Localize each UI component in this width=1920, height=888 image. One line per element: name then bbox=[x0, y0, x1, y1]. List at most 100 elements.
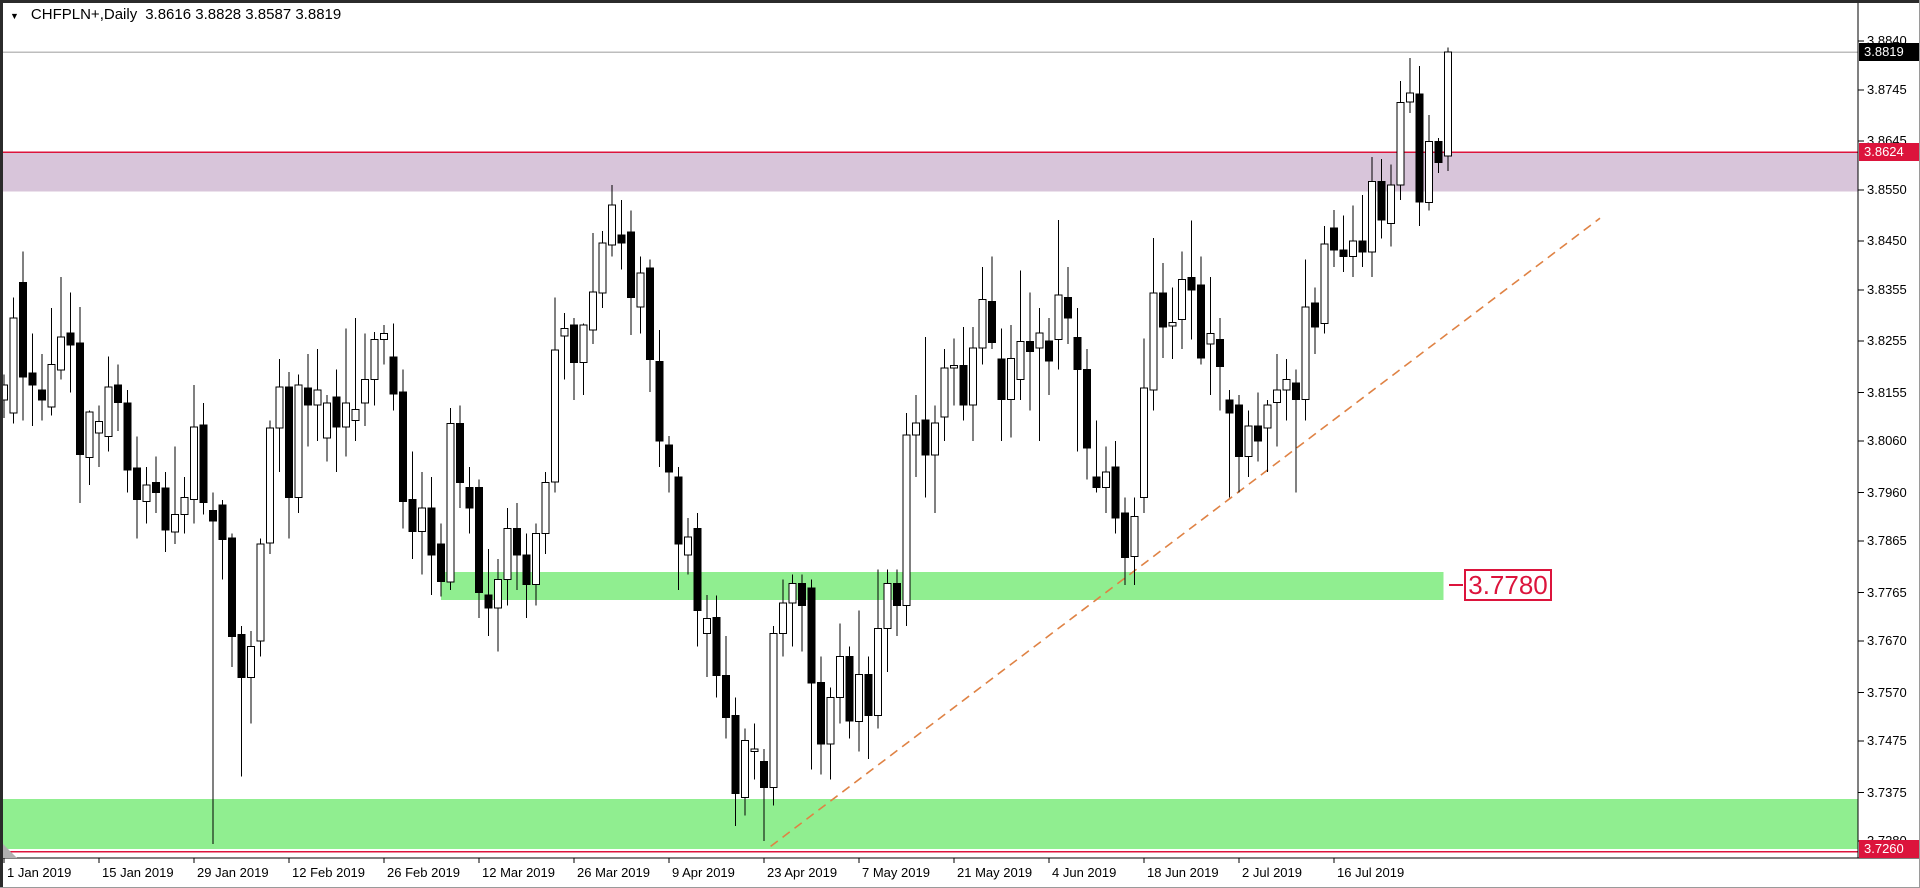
candle bbox=[1339, 215, 1348, 272]
candle bbox=[750, 723, 759, 780]
candle bbox=[408, 451, 417, 560]
price-axis-label: 3.7475 bbox=[1867, 733, 1907, 748]
candle bbox=[465, 466, 474, 534]
candle bbox=[845, 646, 854, 739]
candle bbox=[836, 623, 844, 724]
candle bbox=[285, 372, 293, 539]
symbol-dropdown-icon[interactable]: ▼ bbox=[10, 10, 19, 21]
candle bbox=[1273, 354, 1281, 447]
candle bbox=[703, 595, 711, 678]
candle bbox=[883, 569, 892, 672]
price-axis-label: 3.8355 bbox=[1867, 282, 1907, 297]
candle bbox=[931, 405, 939, 513]
candle bbox=[123, 389, 132, 493]
window-border-top bbox=[0, 0, 1920, 3]
candle bbox=[1434, 138, 1443, 173]
price-axis-label: 3.8745 bbox=[1867, 82, 1907, 97]
candle bbox=[665, 436, 673, 493]
candle bbox=[969, 326, 977, 442]
candle bbox=[598, 231, 607, 308]
candle bbox=[38, 354, 46, 421]
support-price-tag: 3.7260 bbox=[1859, 840, 1919, 858]
candle bbox=[1197, 256, 1205, 365]
candle bbox=[1045, 318, 1053, 396]
symbol-ohlc-readout: 3.8616 3.8828 3.8587 3.8819 bbox=[145, 6, 342, 23]
price-axis-label: 3.8450 bbox=[1867, 233, 1907, 248]
time-axis-label: 26 Feb 2019 bbox=[387, 865, 461, 880]
candle bbox=[1159, 262, 1167, 359]
candle bbox=[1425, 115, 1433, 211]
support-zone-low[interactable] bbox=[0, 799, 1858, 849]
candle bbox=[1187, 220, 1196, 340]
candle bbox=[47, 307, 56, 416]
candle bbox=[28, 333, 37, 426]
price-axis-label: 3.8155 bbox=[1867, 385, 1907, 400]
candle bbox=[1225, 389, 1234, 498]
candle bbox=[674, 466, 683, 590]
candle bbox=[313, 348, 322, 442]
candle bbox=[1083, 348, 1091, 480]
time-axis-label: 26 Mar 2019 bbox=[577, 865, 650, 880]
candle bbox=[912, 395, 920, 478]
candle bbox=[712, 595, 721, 698]
support-zone-mid[interactable] bbox=[441, 572, 1444, 601]
candle bbox=[1406, 58, 1414, 113]
candle bbox=[494, 559, 502, 652]
symbol-name: CHFPLN+,Daily bbox=[30, 6, 138, 23]
candle bbox=[342, 328, 350, 457]
price-axis-label: 3.7765 bbox=[1867, 585, 1907, 600]
chart-begin-marker-icon bbox=[3, 844, 17, 858]
candle bbox=[446, 407, 455, 590]
candle bbox=[1206, 277, 1215, 396]
candle bbox=[418, 472, 426, 575]
zone-price-label[interactable]: 3.7780 bbox=[1464, 569, 1552, 601]
candle bbox=[218, 500, 227, 580]
candle bbox=[1235, 395, 1243, 493]
candle bbox=[1168, 287, 1177, 360]
candle bbox=[1178, 251, 1186, 349]
candle bbox=[266, 420, 274, 555]
candle bbox=[617, 200, 626, 270]
resistance-zone[interactable] bbox=[0, 152, 1858, 192]
current-price-tag: 3.8819 bbox=[1859, 43, 1919, 61]
candle bbox=[959, 326, 968, 421]
candle bbox=[655, 329, 664, 467]
candle bbox=[817, 656, 825, 775]
zone-label-pointer bbox=[1449, 584, 1463, 586]
candle bbox=[541, 472, 550, 555]
candle bbox=[294, 374, 303, 513]
candle bbox=[95, 405, 103, 467]
candle bbox=[1073, 307, 1082, 452]
time-axis-label: 7 May 2019 bbox=[862, 865, 930, 880]
time-axis-label: 9 Apr 2019 bbox=[672, 865, 735, 880]
candle bbox=[104, 356, 113, 452]
price-axis-label: 3.7960 bbox=[1867, 485, 1907, 500]
time-axis-label: 4 Jun 2019 bbox=[1052, 865, 1117, 880]
candle bbox=[323, 395, 331, 462]
price-axis-label: 3.7865 bbox=[1867, 533, 1907, 548]
candle bbox=[85, 410, 94, 485]
candle bbox=[199, 402, 208, 515]
candle bbox=[209, 492, 217, 844]
candle bbox=[779, 579, 787, 657]
candle bbox=[1377, 159, 1386, 239]
candle bbox=[902, 413, 911, 626]
time-axis-label: 16 Jul 2019 bbox=[1337, 865, 1405, 880]
price-axis-label: 3.7570 bbox=[1867, 685, 1907, 700]
candle bbox=[627, 210, 635, 336]
candle bbox=[76, 306, 84, 503]
candle bbox=[1387, 164, 1395, 247]
candle bbox=[304, 354, 312, 447]
candle bbox=[57, 277, 65, 380]
candle bbox=[1358, 195, 1367, 267]
ascending-trendline[interactable] bbox=[770, 217, 1601, 848]
candle bbox=[874, 569, 882, 729]
resistance-price-tag: 3.8624 bbox=[1859, 143, 1919, 161]
candle bbox=[427, 477, 436, 596]
candle bbox=[484, 548, 493, 637]
candle bbox=[9, 297, 18, 424]
candle bbox=[646, 259, 654, 392]
candle bbox=[826, 687, 835, 780]
time-axis-label: 18 Jun 2019 bbox=[1147, 865, 1219, 880]
